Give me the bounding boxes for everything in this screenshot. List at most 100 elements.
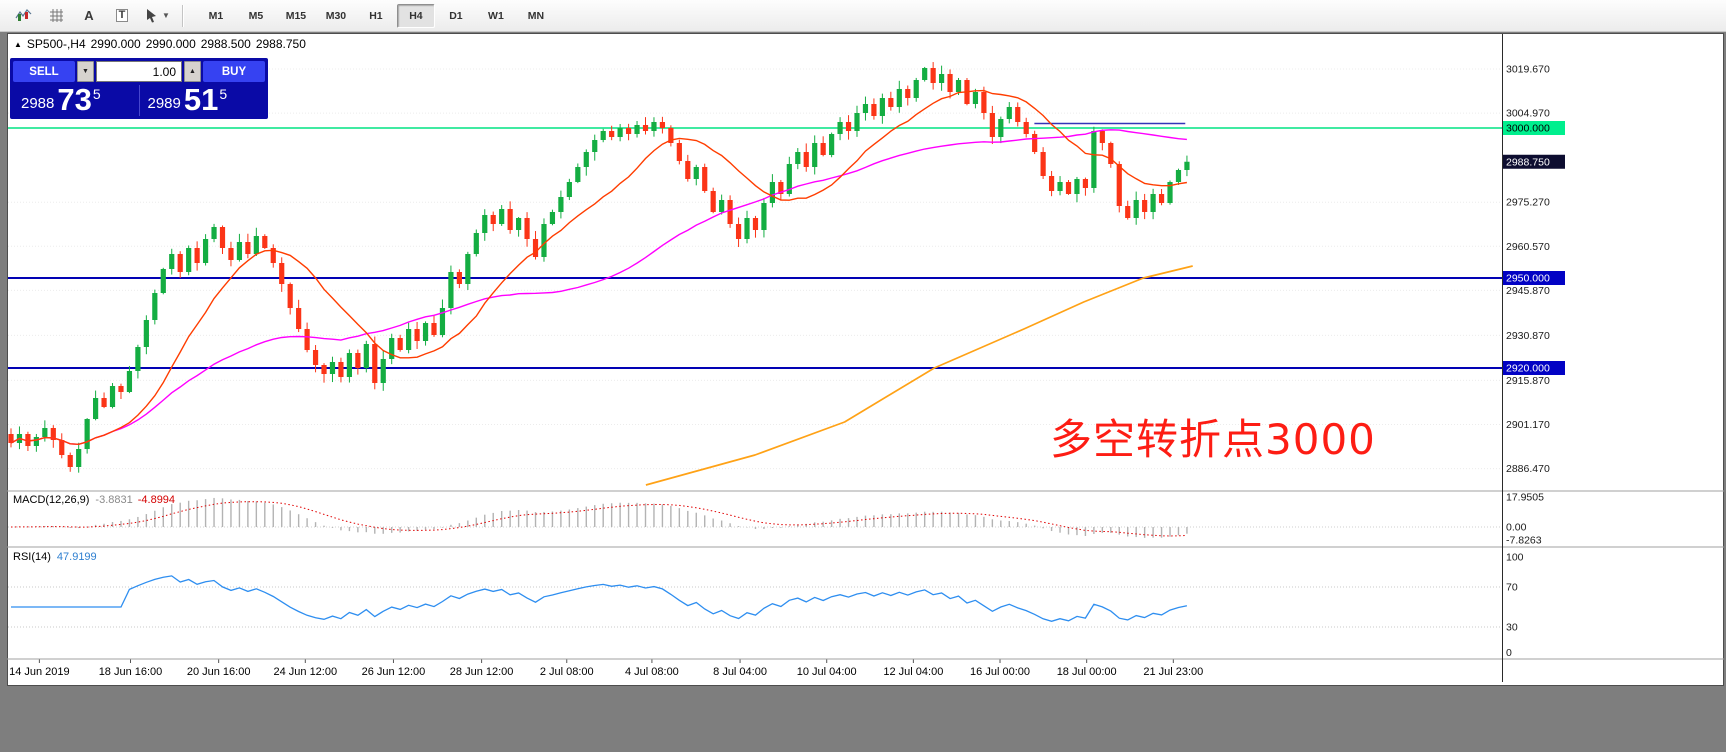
macd-signal-line — [10, 501, 1187, 537]
svg-text:2901.170: 2901.170 — [1506, 419, 1550, 431]
tf-button-H4[interactable]: H4 — [396, 3, 435, 28]
svg-text:17.9505: 17.9505 — [1506, 491, 1544, 503]
sell-price-box[interactable]: 2988 73 5 — [13, 82, 139, 117]
symbol-marker-icon: ▲ — [14, 39, 22, 49]
grid-toggle-button[interactable] — [41, 3, 71, 29]
text-tool-icon: T — [115, 9, 129, 22]
volume-decrease-button[interactable]: ▼ — [77, 61, 94, 82]
grid-icon — [49, 9, 63, 22]
sell-price-big: 73 — [57, 82, 92, 117]
ma-long-line — [645, 265, 1193, 486]
price-badge-2920.000 — [1503, 361, 1565, 375]
time-axis[interactable]: 14 Jun 2019 18 Jun 16:00 20 Jun 16:00 24 Ju… — [9, 659, 1203, 679]
tf-button-M15[interactable]: M15 — [285, 9, 307, 22]
svg-text:3004.970: 3004.970 — [1506, 108, 1550, 120]
svg-text:100: 100 — [1506, 552, 1524, 564]
buy-price-box[interactable]: 2989 51 5 — [138, 82, 266, 117]
svg-text:2950.000: 2950.000 — [1506, 273, 1550, 285]
svg-text:20 Jun 16:00: 20 Jun 16:00 — [187, 666, 251, 678]
macd-value-signal: -4.8994 — [137, 494, 176, 506]
svg-text:0: 0 — [1506, 647, 1512, 659]
tf-button-D1[interactable]: D1 — [449, 9, 463, 22]
letter-a-icon: A — [84, 8, 94, 23]
tf-button-M30[interactable]: M30 — [325, 9, 347, 22]
rsi-header: RSI(14) 47.9199 — [13, 551, 97, 563]
macd-value-main: -3.8831 — [95, 494, 133, 506]
sell-price-head: 2988 — [21, 94, 55, 112]
svg-text:2975.270: 2975.270 — [1506, 197, 1550, 209]
chart-symbol-period: SP500-,H4 — [26, 37, 86, 51]
svg-text:2960.570: 2960.570 — [1506, 241, 1550, 253]
ohlc-open: 2990.000 — [90, 37, 141, 51]
buy-button[interactable]: BUY — [203, 61, 265, 82]
svg-text:28 Jun 12:00: 28 Jun 12:00 — [450, 666, 514, 678]
toolbar-separator — [181, 4, 184, 27]
tf-button-H1[interactable]: H1 — [369, 9, 383, 22]
candlestick-chart-icon — [15, 9, 31, 21]
svg-text:2988.750: 2988.750 — [1506, 156, 1550, 168]
svg-text:4 Jul 08:00: 4 Jul 08:00 — [625, 666, 679, 678]
svg-text:0.00: 0.00 — [1506, 522, 1527, 534]
tf-button-MN[interactable]: MN — [527, 9, 545, 22]
text-tool-button[interactable]: T — [107, 3, 137, 29]
buy-price-sup: 5 — [219, 86, 228, 102]
ma-fast-line — [10, 89, 1188, 446]
svg-text:2930.870: 2930.870 — [1506, 330, 1550, 342]
price-badge-2950.000 — [1503, 271, 1565, 285]
buy-price-big: 51 — [183, 82, 219, 117]
chart-style-button[interactable] — [8, 3, 38, 29]
svg-text:12 Jul 04:00: 12 Jul 04:00 — [883, 666, 943, 678]
rsi-line — [11, 575, 1188, 622]
cursor-icon — [147, 9, 156, 23]
chart-canvas[interactable]: 3019.670 3004.970 2975.270 2960.570 2945.870… — [7, 33, 1724, 686]
annotation-tool-button[interactable]: A — [74, 3, 104, 29]
candles — [8, 62, 1190, 473]
svg-text:2945.870: 2945.870 — [1506, 285, 1550, 297]
svg-text:8 Jul 04:00: 8 Jul 04:00 — [713, 666, 767, 678]
svg-text:24 Jun 12:00: 24 Jun 12:00 — [273, 666, 337, 678]
svg-text:3000.000: 3000.000 — [1506, 123, 1550, 135]
chart-window: 3019.670 3004.970 2975.270 2960.570 2945.870… — [7, 33, 1724, 686]
indicator-axis[interactable]: 17.9505 0.00-7.8263 100 70 30 0 — [1506, 491, 1544, 659]
macd-histogram — [18, 497, 1188, 538]
tf-button-M5[interactable]: M5 — [248, 9, 264, 22]
sell-price-sup: 5 — [92, 86, 101, 102]
chart-title: ▲ SP500-,H4 2990.000 2990.000 2988.500 2… — [14, 37, 306, 51]
macd-header: MACD(12,26,9) -3.8831 -4.8994 — [13, 494, 175, 506]
rsi-value: 47.9199 — [56, 551, 97, 563]
svg-text:21 Jul 23:00: 21 Jul 23:00 — [1143, 666, 1203, 678]
svg-text:3019.670: 3019.670 — [1506, 63, 1550, 75]
svg-text:70: 70 — [1506, 582, 1518, 594]
sell-button[interactable]: SELL — [13, 61, 75, 82]
svg-text:18 Jun 16:00: 18 Jun 16:00 — [99, 666, 163, 678]
ohlc-close: 2988.750 — [255, 37, 306, 51]
svg-text:26 Jun 12:00: 26 Jun 12:00 — [362, 666, 426, 678]
tf-button-M1[interactable]: M1 — [208, 9, 224, 22]
svg-text:16 Jul 00:00: 16 Jul 00:00 — [970, 666, 1030, 678]
svg-text:2 Jul 08:00: 2 Jul 08:00 — [540, 666, 594, 678]
ma-slow-line — [10, 129, 1187, 446]
svg-text:18 Jul 00:00: 18 Jul 00:00 — [1057, 666, 1117, 678]
svg-text:2920.000: 2920.000 — [1506, 363, 1550, 375]
chevron-down-icon: ▼ — [162, 11, 170, 20]
volume-input[interactable] — [96, 61, 182, 82]
price-badge-3000.000 — [1503, 121, 1565, 135]
top-toolbar: A T ▼ M1 M5 M15 M30 H1 H4 D1 W1 MN — [0, 0, 1726, 32]
svg-text:30: 30 — [1506, 622, 1518, 634]
volume-increase-button[interactable]: ▲ — [184, 61, 201, 82]
svg-text:2886.470: 2886.470 — [1506, 463, 1550, 475]
ohlc-high: 2990.000 — [145, 37, 196, 51]
svg-text:10 Jul 04:00: 10 Jul 04:00 — [797, 666, 857, 678]
price-axis[interactable]: 3019.670 3004.970 2975.270 2960.570 2945.870… — [1503, 63, 1565, 475]
tf-button-W1[interactable]: W1 — [488, 9, 504, 22]
chart-annotation-text: 多空转折点3000 — [1050, 415, 1376, 464]
price-badge-2988.750 — [1503, 154, 1565, 169]
cursor-tool-button[interactable]: ▼ — [140, 3, 173, 29]
svg-text:-7.8263: -7.8263 — [1506, 535, 1542, 547]
window-border — [7, 33, 1724, 686]
svg-text:14 Jun 2019: 14 Jun 2019 — [9, 666, 70, 678]
svg-text:2915.870: 2915.870 — [1506, 375, 1550, 387]
timeframe-group: M1 M5 M15 M30 H1 H4 D1 W1 MN — [197, 3, 555, 28]
ohlc-low: 2988.500 — [200, 37, 251, 51]
macd-name: MACD(12,26,9) — [13, 494, 90, 506]
